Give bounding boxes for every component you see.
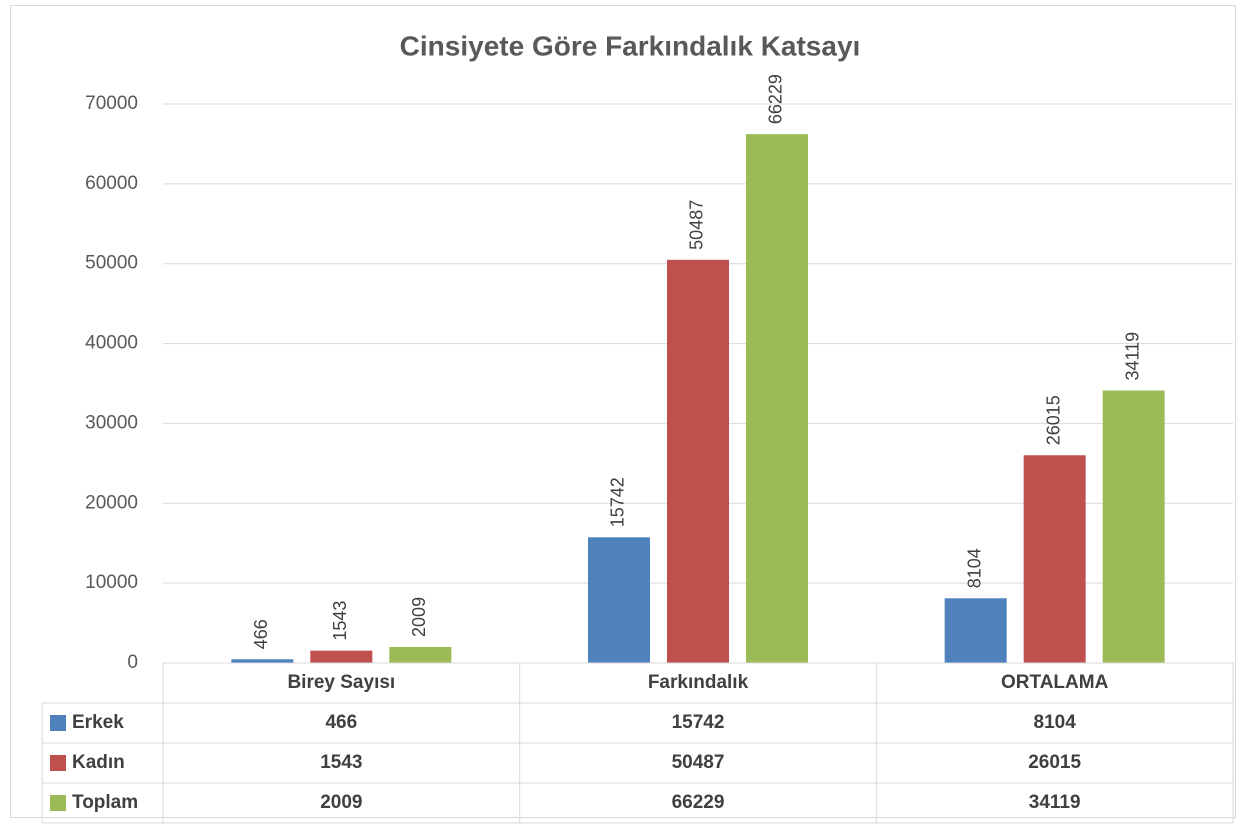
bar: [944, 598, 1007, 663]
legend-label: Toplam: [72, 792, 138, 813]
bar: [667, 259, 729, 663]
table-cell: 2009: [320, 792, 362, 813]
table-cell: 15742: [672, 712, 725, 733]
bar: [588, 537, 650, 663]
data-label: 26015: [1043, 395, 1063, 445]
data-label: 34119: [1122, 332, 1142, 381]
y-tick-label: 30000: [85, 412, 138, 433]
chart-title: Cinsiyete Göre Farkındalık Katsayı: [400, 30, 861, 61]
table-cell: 50487: [672, 752, 725, 773]
y-tick-label: 70000: [85, 93, 138, 114]
data-label: 50487: [687, 200, 707, 250]
table-cell: 34119: [1029, 792, 1081, 813]
bar: [310, 650, 373, 663]
table-cell: 466: [325, 712, 357, 733]
table-cell: 8104: [1034, 712, 1077, 733]
table-cell: 26015: [1028, 752, 1081, 773]
bar: [1102, 390, 1165, 663]
y-tick-label: 40000: [85, 333, 138, 354]
legend-swatch: [50, 795, 66, 811]
data-label: 1543: [330, 601, 350, 641]
data-label: 66229: [766, 74, 786, 124]
y-tick-label: 10000: [85, 572, 138, 593]
legend-label: Erkek: [72, 712, 124, 733]
x-tick-label: ORTALAMA: [1001, 672, 1109, 693]
x-tick-label: Birey Sayısı: [287, 672, 395, 693]
legend-label: Kadın: [72, 752, 125, 773]
y-tick-label: 0: [127, 652, 138, 673]
x-tick-label: Farkındalık: [648, 672, 749, 693]
bar: [389, 646, 452, 663]
data-label: 15742: [608, 477, 628, 527]
data-label: 8104: [964, 548, 984, 588]
table-cell: 66229: [672, 792, 725, 813]
bar: [746, 134, 808, 663]
data-label: 2009: [409, 597, 429, 637]
y-tick-label: 50000: [85, 253, 138, 274]
data-label: 466: [251, 619, 271, 649]
bar: [1023, 455, 1086, 663]
legend-swatch: [50, 715, 66, 731]
y-tick-label: 60000: [85, 173, 138, 194]
legend-swatch: [50, 755, 66, 771]
bar: [231, 659, 294, 663]
y-tick-label: 20000: [85, 492, 138, 513]
table-cell: 1543: [320, 752, 362, 773]
chart-border: [10, 5, 1236, 818]
